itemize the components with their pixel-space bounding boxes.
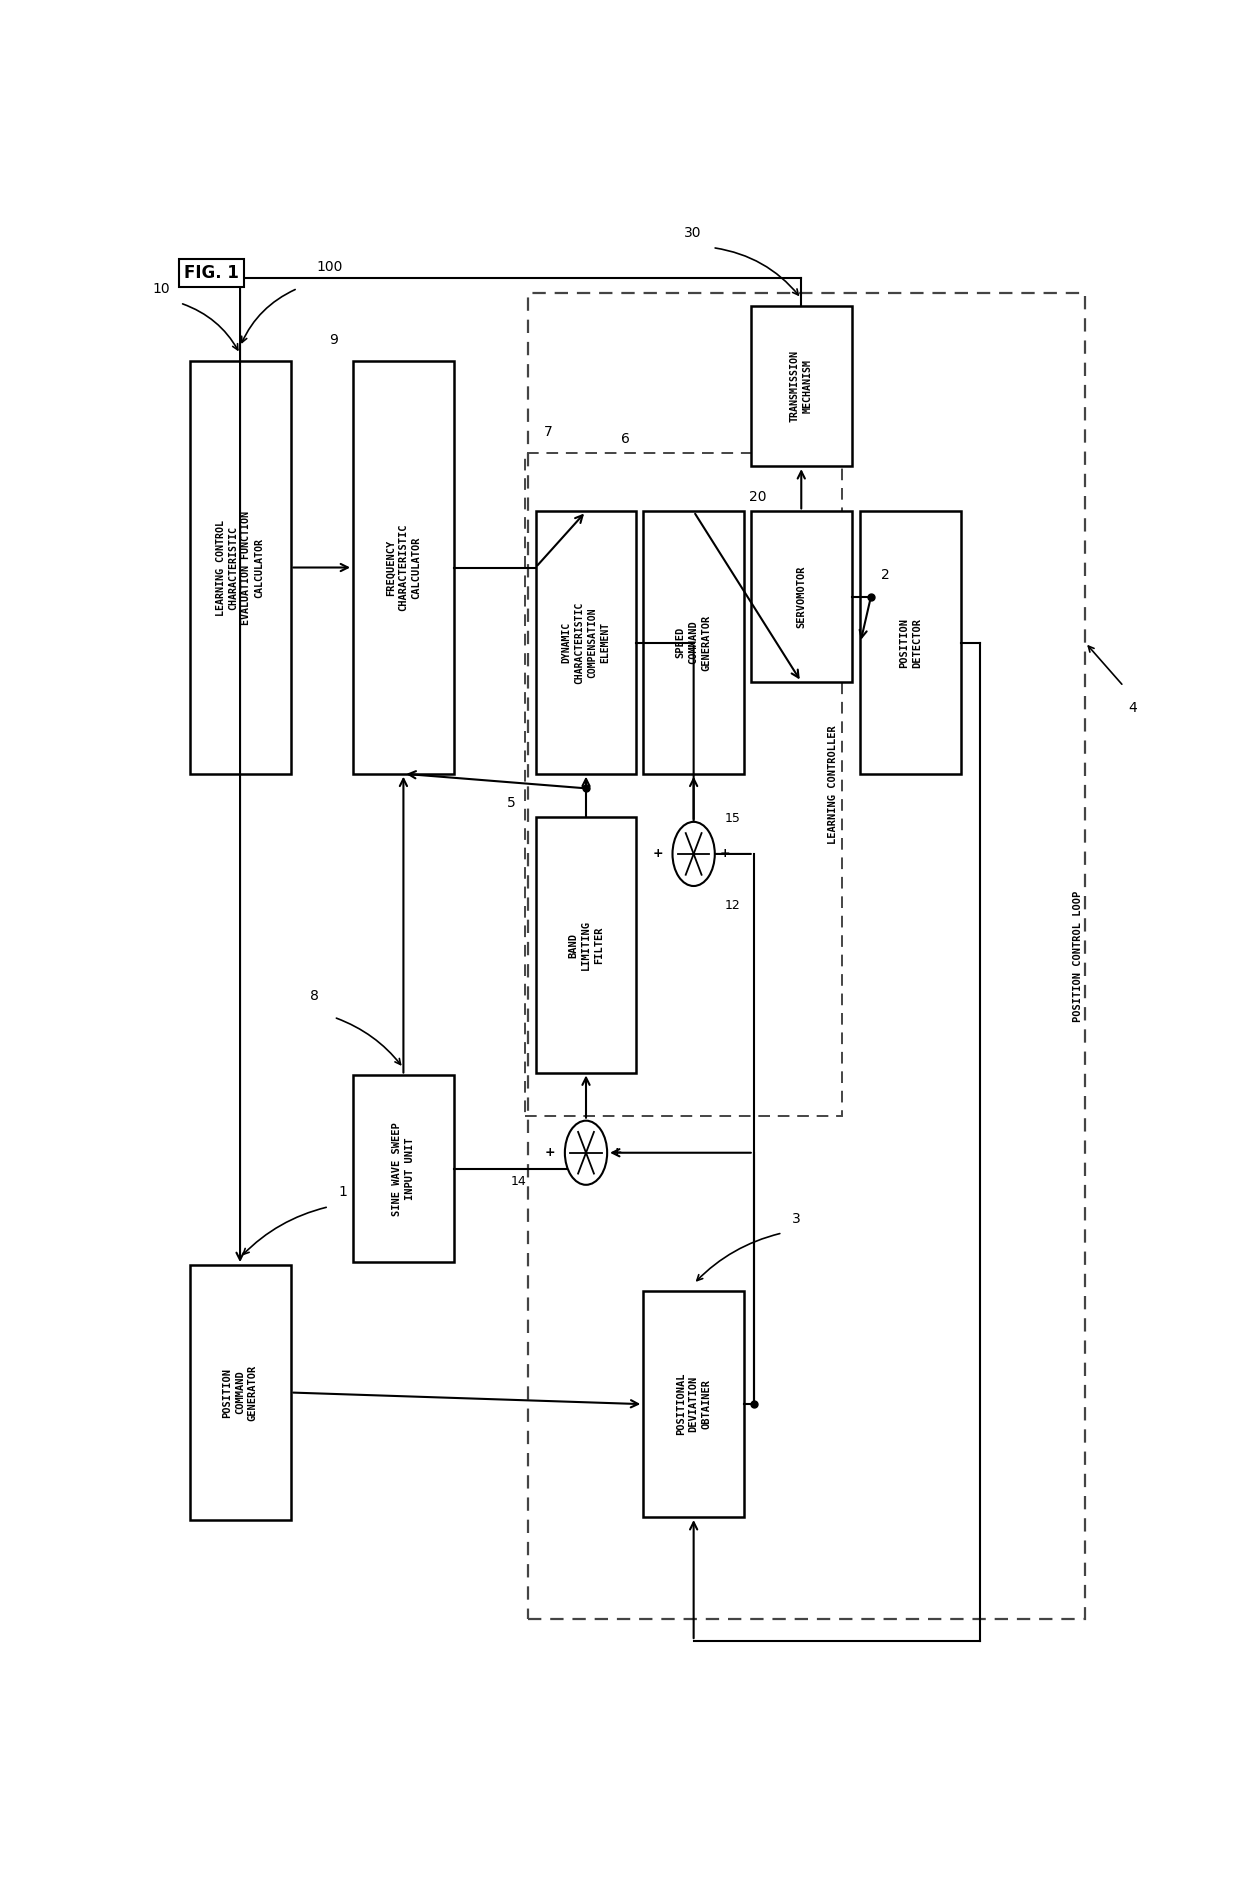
Text: +: + [719, 848, 730, 861]
Text: 100: 100 [317, 259, 343, 274]
Circle shape [565, 1121, 608, 1185]
Text: 14: 14 [511, 1176, 527, 1189]
Text: 9: 9 [330, 333, 339, 346]
FancyBboxPatch shape [353, 1075, 454, 1263]
Text: FIG. 1: FIG. 1 [184, 263, 239, 282]
Text: 3: 3 [792, 1212, 801, 1225]
Text: LEARNING CONTROL
CHARACTERISTIC
EVALUATION FUNCTION
CALCULATOR: LEARNING CONTROL CHARACTERISTIC EVALUATI… [216, 511, 264, 625]
Text: POSITION
DETECTOR: POSITION DETECTOR [899, 617, 923, 668]
Text: LEARNING CONTROLLER: LEARNING CONTROLLER [827, 725, 837, 844]
Text: 8: 8 [310, 988, 319, 1003]
FancyBboxPatch shape [644, 1291, 744, 1516]
Text: 10: 10 [153, 282, 170, 295]
Text: POSITIONAL
DEVIATION
OBTAINER: POSITIONAL DEVIATION OBTAINER [676, 1372, 712, 1435]
Text: 6: 6 [621, 432, 630, 447]
Text: 30: 30 [684, 227, 702, 240]
Text: 2: 2 [880, 568, 889, 581]
Text: 5: 5 [507, 797, 516, 810]
FancyBboxPatch shape [190, 362, 290, 774]
FancyBboxPatch shape [536, 511, 636, 774]
FancyBboxPatch shape [644, 511, 744, 774]
FancyBboxPatch shape [751, 511, 852, 681]
FancyBboxPatch shape [861, 511, 961, 774]
Text: 20: 20 [749, 490, 766, 504]
Text: FREQUENCY
CHARACTERISTIC
CALCULATOR: FREQUENCY CHARACTERISTIC CALCULATOR [386, 524, 422, 611]
FancyBboxPatch shape [353, 362, 454, 774]
Text: TRANSMISSION
MECHANISM: TRANSMISSION MECHANISM [790, 350, 812, 422]
Text: POSITION
COMMAND
GENERATOR: POSITION COMMAND GENERATOR [222, 1365, 258, 1420]
Text: DYNAMIC
CHARACTERISTIC
COMPENSATION
ELEMENT: DYNAMIC CHARACTERISTIC COMPENSATION ELEM… [562, 602, 610, 683]
Text: BAND
LIMITING
FILTER: BAND LIMITING FILTER [568, 920, 604, 969]
FancyBboxPatch shape [751, 307, 852, 466]
Text: POSITION CONTROL LOOP: POSITION CONTROL LOOP [1073, 890, 1083, 1022]
Text: +: + [544, 1147, 556, 1159]
Text: 1: 1 [339, 1185, 347, 1200]
Text: SERVOMOTOR: SERVOMOTOR [796, 566, 806, 628]
Text: 7: 7 [544, 424, 553, 439]
FancyBboxPatch shape [536, 818, 636, 1073]
Circle shape [672, 822, 714, 886]
Text: 12: 12 [724, 899, 740, 912]
FancyBboxPatch shape [190, 1265, 290, 1520]
Text: +: + [652, 848, 663, 861]
Text: SPEED
COMMAND
GENERATOR: SPEED COMMAND GENERATOR [676, 615, 712, 670]
Text: 4: 4 [1128, 700, 1137, 716]
Text: SINE WAVE SWEEP
INPUT UNIT: SINE WAVE SWEEP INPUT UNIT [392, 1123, 415, 1215]
Text: 15: 15 [724, 812, 740, 825]
Text: +: + [613, 1147, 622, 1159]
